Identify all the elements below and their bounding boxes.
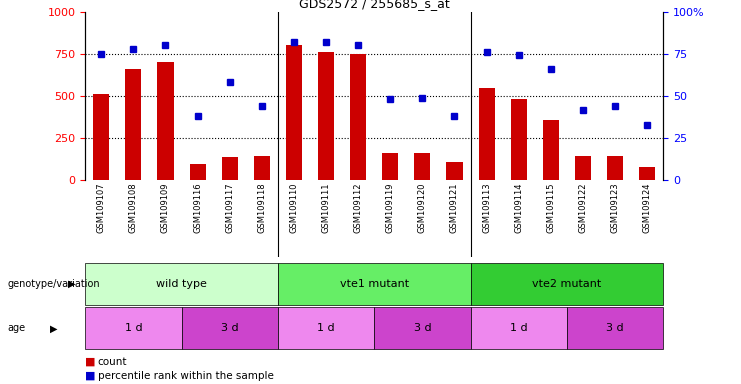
Text: 3 d: 3 d xyxy=(221,323,239,333)
Text: GSM109121: GSM109121 xyxy=(450,183,459,233)
Bar xyxy=(278,307,374,349)
Bar xyxy=(190,164,205,180)
Text: count: count xyxy=(98,357,127,367)
Bar xyxy=(278,263,471,305)
Bar xyxy=(253,156,270,180)
Text: GSM109119: GSM109119 xyxy=(386,183,395,233)
Bar xyxy=(575,156,591,180)
Bar xyxy=(414,152,431,180)
Bar xyxy=(639,167,655,180)
Text: 1 d: 1 d xyxy=(510,323,528,333)
Bar xyxy=(471,307,567,349)
Text: 3 d: 3 d xyxy=(413,323,431,333)
Text: 3 d: 3 d xyxy=(606,323,624,333)
Bar xyxy=(479,88,495,180)
Text: 1 d: 1 d xyxy=(317,323,335,333)
Bar xyxy=(286,45,302,180)
Text: 1 d: 1 d xyxy=(124,323,142,333)
Text: GSM109122: GSM109122 xyxy=(579,183,588,233)
Bar xyxy=(471,263,663,305)
Text: percentile rank within the sample: percentile rank within the sample xyxy=(98,371,273,381)
Text: GSM109124: GSM109124 xyxy=(642,183,651,233)
Text: GSM109107: GSM109107 xyxy=(97,183,106,233)
Text: GSM109113: GSM109113 xyxy=(482,183,491,233)
Text: GSM109116: GSM109116 xyxy=(193,183,202,233)
Text: GSM109110: GSM109110 xyxy=(290,183,299,233)
Bar xyxy=(567,307,663,349)
Bar xyxy=(607,156,623,180)
Title: GDS2572 / 255685_s_at: GDS2572 / 255685_s_at xyxy=(299,0,450,10)
Text: GSM109114: GSM109114 xyxy=(514,183,523,233)
Text: wild type: wild type xyxy=(156,279,207,289)
Bar xyxy=(542,120,559,180)
Bar xyxy=(85,263,278,305)
Text: GSM109108: GSM109108 xyxy=(129,183,138,233)
Bar xyxy=(382,154,399,180)
Text: GSM109111: GSM109111 xyxy=(322,183,330,233)
Bar xyxy=(350,54,366,180)
Text: ■: ■ xyxy=(85,371,96,381)
Bar xyxy=(446,162,462,180)
Text: GSM109112: GSM109112 xyxy=(353,183,362,233)
Text: GSM109109: GSM109109 xyxy=(161,183,170,233)
Bar xyxy=(85,307,182,349)
Bar xyxy=(93,94,110,180)
Bar xyxy=(157,62,173,180)
Text: GSM109118: GSM109118 xyxy=(257,183,266,233)
Text: GSM109123: GSM109123 xyxy=(611,183,619,233)
Bar xyxy=(511,99,527,180)
Bar xyxy=(318,52,334,180)
Text: GSM109117: GSM109117 xyxy=(225,183,234,233)
Text: vte2 mutant: vte2 mutant xyxy=(532,279,602,289)
Bar xyxy=(182,307,278,349)
Bar xyxy=(374,307,471,349)
Text: ▶: ▶ xyxy=(68,279,76,289)
Text: age: age xyxy=(7,323,25,333)
Text: vte1 mutant: vte1 mutant xyxy=(339,279,409,289)
Bar xyxy=(222,157,238,180)
Text: ■: ■ xyxy=(85,357,96,367)
Text: genotype/variation: genotype/variation xyxy=(7,279,100,289)
Text: GSM109115: GSM109115 xyxy=(546,183,555,233)
Text: GSM109120: GSM109120 xyxy=(418,183,427,233)
Bar xyxy=(125,69,142,180)
Text: ▶: ▶ xyxy=(50,323,57,333)
